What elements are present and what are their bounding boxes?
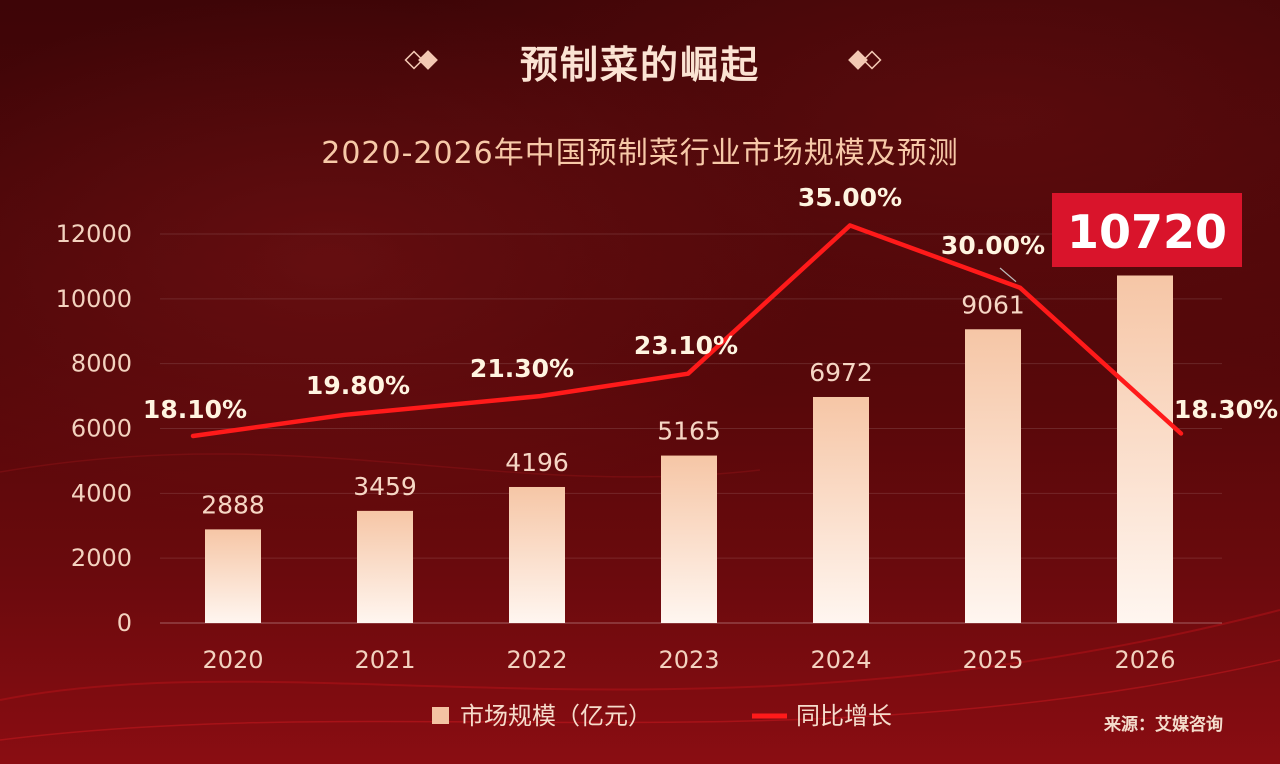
highlight-value: 10720: [1067, 205, 1227, 259]
highlight-callout: 10720: [1052, 193, 1242, 267]
legend-label-line: 同比增长: [796, 702, 892, 730]
growth-label: 18.10%: [143, 395, 247, 424]
line-series: [190, 223, 1184, 439]
growth-label: 21.30%: [470, 354, 574, 383]
bar-value-label: 4196: [505, 448, 569, 477]
bar-series: [205, 275, 1173, 623]
growth-label: 19.80%: [306, 371, 410, 400]
x-tick-label: 2026: [1114, 646, 1175, 674]
bar-value-label: 5165: [657, 417, 721, 446]
bar: [357, 510, 413, 623]
bar: [661, 455, 717, 623]
growth-line: [190, 223, 1184, 439]
bar: [509, 486, 565, 623]
x-tick-label: 2020: [202, 646, 263, 674]
x-tick-label: 2025: [962, 646, 1023, 674]
x-axis: 2020 2021 2022 2023 2024 2025 2026: [202, 646, 1175, 674]
x-tick-label: 2022: [506, 646, 567, 674]
y-tick-label: 10000: [56, 285, 132, 313]
y-tick-label: 4000: [71, 479, 132, 507]
bar: [813, 396, 869, 623]
bar: [205, 529, 261, 623]
x-tick-label: 2021: [354, 646, 415, 674]
x-tick-label: 2024: [810, 646, 871, 674]
legend: 市场规模（亿元） 同比增长: [432, 702, 892, 730]
legend-swatch-bar: [432, 707, 449, 724]
line-value-labels: 18.10% 19.80% 21.30% 23.10% 35.00% 30.00% 18.3…: [143, 183, 1278, 424]
y-tick-label: 0: [117, 609, 132, 637]
page-title: 预制菜的崛起: [519, 43, 760, 87]
y-tick-label: 12000: [56, 220, 132, 248]
y-tick-label: 2000: [71, 544, 132, 572]
y-axis: 0 2000 4000 6000 8000 10000 12000: [56, 220, 132, 637]
bar-value-labels: 2888 3459 4196 5165 6972 9061: [201, 290, 1025, 519]
x-tick-label: 2023: [658, 646, 719, 674]
diamond-ornament-left: [404, 50, 438, 70]
decor-swoosh: [0, 453, 761, 478]
chart-title: 2020-2026年中国预制菜行业市场规模及预测: [321, 136, 959, 171]
bar: [965, 329, 1021, 623]
legend-label-bar: 市场规模（亿元）: [460, 702, 652, 730]
source-note: 来源：艾媒咨询: [1104, 715, 1223, 735]
growth-label: 23.10%: [634, 331, 738, 360]
bar-value-label: 3459: [353, 472, 417, 501]
decor-swoosh: [0, 659, 1280, 741]
label-connector: [999, 267, 1017, 283]
y-tick-label: 8000: [71, 350, 132, 378]
bar-value-label: 2888: [201, 490, 265, 519]
decor-swoosh: [0, 609, 1280, 701]
growth-label: 35.00%: [798, 183, 902, 212]
y-tick-label: 6000: [71, 415, 132, 443]
growth-label: 30.00%: [941, 231, 1045, 260]
highlight-box: [1052, 193, 1242, 267]
growth-label: 18.30%: [1174, 395, 1278, 424]
bar-value-label: 9061: [961, 290, 1025, 319]
bar: [1117, 275, 1173, 623]
bar-value-label: 6972: [809, 358, 873, 387]
